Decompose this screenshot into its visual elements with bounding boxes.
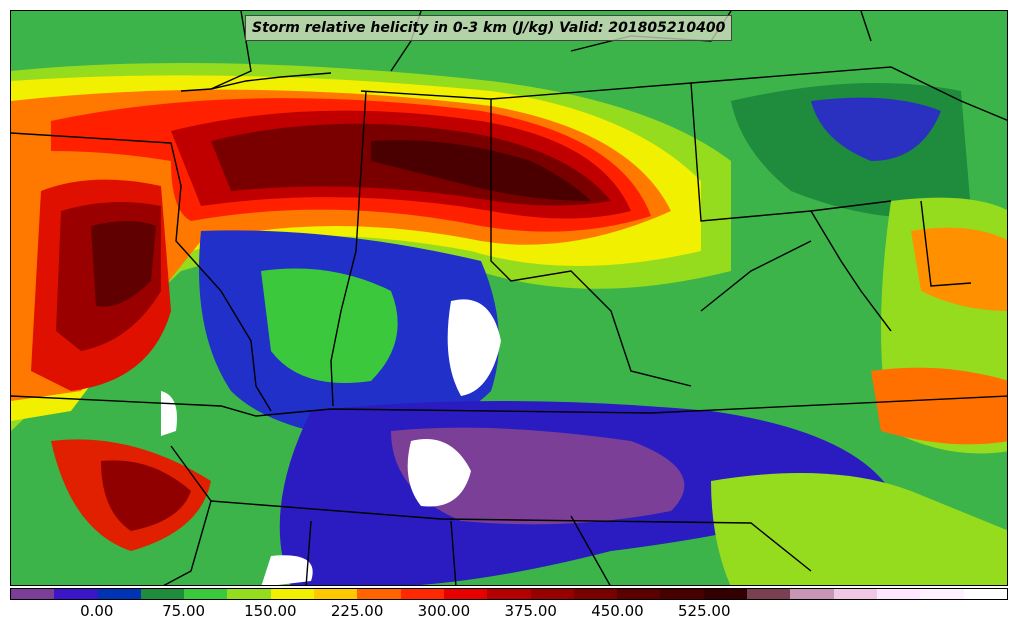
helicity-map — [11, 11, 1007, 585]
colorbar-segment — [660, 589, 704, 599]
colorbar-segment — [530, 589, 574, 599]
colorbar-segment — [97, 589, 141, 599]
colorbar-segment — [314, 589, 358, 599]
colorbar-segment — [963, 589, 1007, 599]
colorbar-segment — [400, 589, 444, 599]
colorbar-ticks: 0.00 75.00 150.00 225.00 300.00 375.00 450.00 5… — [0, 602, 1018, 626]
colorbar-tick-label: 300.00 — [417, 602, 471, 620]
colorbar-tick-label: 75.00 — [162, 602, 206, 620]
colorbar-tick-label: 525.00 — [678, 602, 731, 620]
colorbar-tick-label: 0.00 — [80, 602, 114, 620]
colorbar-tick-label: 150.00 — [244, 602, 297, 620]
colorbar-segment — [487, 589, 531, 599]
colorbar-tick-label: 225.00 — [330, 602, 384, 620]
colorbar-segment — [703, 589, 748, 599]
colorbar-segment — [357, 589, 401, 599]
colorbar-segment — [790, 589, 834, 599]
map-panel — [10, 10, 1008, 586]
colorbar-segment — [617, 589, 661, 599]
colorbar-segment — [573, 589, 618, 599]
colorbar-tick-label: 450.00 — [591, 602, 644, 620]
colorbar-segment — [443, 589, 488, 599]
colorbar — [10, 588, 1008, 600]
colorbar-segment — [11, 589, 55, 599]
colorbar-segment — [270, 589, 315, 599]
colorbar-tick-label: 375.00 — [504, 602, 557, 620]
colorbar-segment — [140, 589, 185, 599]
colorbar-segment — [54, 589, 98, 599]
map-title: Storm relative helicity in 0-3 km (J/kg)… — [245, 15, 733, 41]
colorbar-segment — [876, 589, 921, 599]
colorbar-segment — [833, 589, 877, 599]
colorbar-segment — [227, 589, 271, 599]
colorbar-segment — [747, 589, 791, 599]
colorbar-segment — [184, 589, 228, 599]
colorbar-segment — [920, 589, 964, 599]
